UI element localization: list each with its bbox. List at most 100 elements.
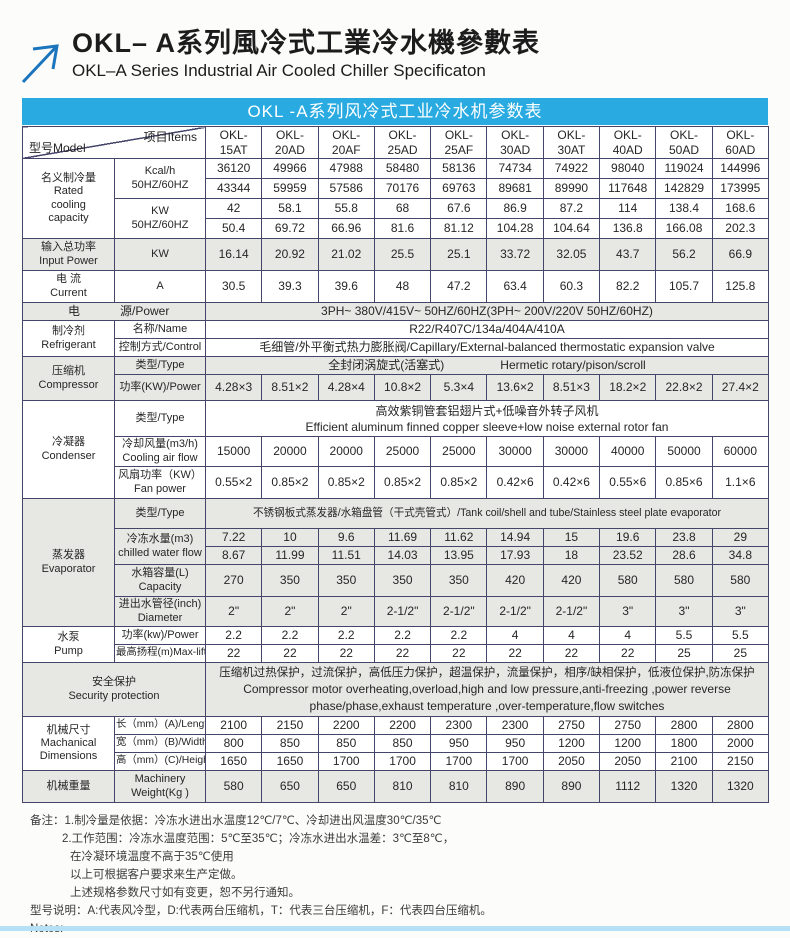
val-cell: 29 [711, 528, 769, 548]
pump-label: 水泵 Pump [22, 626, 115, 664]
val-cell: 11.51 [317, 546, 375, 566]
compressor-label: 压缩机 Compressor [22, 356, 115, 402]
val-cell: 2100 [655, 752, 713, 772]
val-cell: 60.3 [542, 270, 601, 304]
val-cell: 3" [599, 596, 657, 628]
val-cell: 117648 [599, 178, 657, 200]
val-cell: 74922 [542, 158, 601, 180]
val-cell: 2.2 [317, 626, 375, 646]
val-cell: 850 [317, 734, 375, 754]
val-cell: 2300 [486, 716, 544, 736]
val-cell: 270 [204, 564, 263, 598]
val-cell: 39.6 [317, 270, 375, 304]
table-row: 电 源/Power 3PH~ 380V/415V~ 50HZ/60HZ(3PH~ … [22, 302, 769, 322]
val-cell: 850 [373, 734, 432, 754]
val-cell: 13.6×2 [486, 374, 544, 402]
evaporator-label: 蒸发器 Evaporator [22, 498, 115, 628]
evaporator-type-value: 不锈钢板式蒸发器/水箱盘管（干式壳管式）/Tank coil/shell and… [205, 498, 769, 530]
val-cell: 28.6 [655, 546, 713, 566]
val-cell: 25 [655, 644, 713, 664]
val-cell: 5.5 [711, 626, 769, 646]
val-cell: 1112 [599, 770, 657, 804]
val-cell: 81.6 [373, 218, 432, 240]
val-cell: 11.69 [373, 528, 432, 548]
val-cell: 2150 [261, 716, 319, 736]
val-cell: 5.3×4 [430, 374, 488, 402]
val-cell: 8.51×2 [261, 374, 319, 402]
weight-label: 机械重量 [22, 770, 115, 804]
val-cell: 650 [317, 770, 375, 804]
val-cell: 1700 [317, 752, 375, 772]
security-value-cn: 压缩机过热保护，过流保护，高低压力保护，超温保护，流量保护，相序/缺相保护，低液… [219, 666, 755, 679]
val-cell: 23.8 [655, 528, 713, 548]
pump-lift-label: 最高扬程(m)Max-lift [114, 644, 206, 664]
val-cell: 25000 [430, 436, 488, 468]
val-cell: 4 [542, 626, 601, 646]
table-row: 名义制冷量 Rated cooling capacity Kcal/h 50HZ… [22, 158, 769, 240]
condenser-type-value: 高效紫铜管套铝翅片式+低噪音外转子风机 Efficient aluminum f… [205, 400, 769, 438]
val-cell: 0.85×6 [655, 466, 713, 500]
val-cell: 60000 [711, 436, 769, 468]
security-label: 安全保护 Security protection [22, 662, 206, 718]
val-cell: 16.14 [204, 238, 263, 272]
val-cell: 22 [204, 644, 263, 664]
val-cell: 2800 [711, 716, 769, 736]
input-power-label: 输入总功率 Input Power [22, 238, 115, 272]
condenser-type-label: 类型/Type [114, 400, 206, 438]
current-unit: A [114, 270, 206, 304]
table-row: 机械尺寸 Machanical Dimensions 长（mm）(A)/Leng… [22, 716, 769, 772]
val-cell: 1320 [655, 770, 713, 804]
val-cell: 2050 [542, 752, 601, 772]
val-cell: 1200 [599, 734, 657, 754]
table-row: 冷冻水量(m3) chilled water flow 7.22 10 9.6 11.… [23, 528, 769, 566]
val-cell: 125.8 [711, 270, 769, 304]
val-cell: 2-1/2" [430, 596, 488, 628]
input-power-unit: KW [114, 238, 206, 272]
val-cell: 69.72 [261, 218, 319, 240]
page-title-cn: OKL– A系列風冷式工業冷水機參數表 [72, 28, 541, 58]
val-cell: 15 [542, 528, 601, 548]
table-row: 电 流 Current A 30.5 39.3 39.6 48 47.2 63.4 60.3… [22, 270, 769, 304]
val-cell: 580 [655, 564, 713, 598]
model-cell: OKL- 30AD [486, 125, 544, 160]
val-cell: 14.03 [373, 546, 432, 566]
val-cell: 81.12 [430, 218, 488, 240]
val-cell: 10.8×2 [373, 374, 432, 402]
val-cell: 32.05 [542, 238, 601, 272]
val-cell: 86.9 [486, 198, 544, 220]
val-cell: 22 [261, 644, 319, 664]
val-cell: 850 [261, 734, 319, 754]
refrigerant-name-value: R22/R407C/134a/404A/410A [205, 320, 769, 340]
val-cell: 23.52 [599, 546, 657, 566]
power-supply-value: 3PH~ 380V/415V~ 50HZ/60HZ(3PH~ 200V/220V… [205, 302, 769, 322]
val-cell: 950 [430, 734, 488, 754]
val-cell: 2200 [317, 716, 375, 736]
val-cell: 2" [261, 596, 319, 628]
page-title-en: OKL–A Series Industrial Air Cooled Chill… [72, 61, 486, 81]
val-cell: 2" [317, 596, 375, 628]
val-cell: 810 [373, 770, 432, 804]
compressor-type-label: 类型/Type [114, 356, 206, 376]
val-cell: 13.95 [430, 546, 488, 566]
val-cell: 58.1 [261, 198, 319, 220]
table-row: 水泵 Pump 功率(kw)/Power 2.2 2.2 2.2 2.2 2.2 4 4 4 5… [22, 626, 769, 664]
table-row: 水箱容量(L) Capacity 270 350 350 350 350 420 420 58… [23, 564, 769, 598]
val-cell: 136.8 [599, 218, 657, 240]
power-supply-label-cn: 电 [67, 304, 80, 319]
footer-accent-bar [0, 926, 790, 931]
val-cell: 25.1 [430, 238, 488, 272]
model-cell: OKL- 25AF [430, 125, 488, 160]
val-cell: 7.22 [204, 528, 263, 548]
val-cell: 166.08 [655, 218, 713, 240]
val-cell: 30.5 [204, 270, 263, 304]
val-cell: 2750 [599, 716, 657, 736]
model-cell: OKL- 20AF [317, 125, 375, 160]
val-cell: 1650 [204, 752, 263, 772]
security-value-en: Compressor motor overheating,overload,hi… [243, 682, 731, 713]
table-row: 风扇功率（KW） Fan power 0.55×2 0.85×2 0.85×2 0.8… [23, 466, 769, 500]
val-cell: 580 [204, 770, 263, 804]
kcal-label: Kcal/h 50HZ/60HZ [114, 158, 206, 200]
val-cell: 58136 [430, 158, 488, 180]
table-row: 冷凝器 Condenser 类型/Type 高效紫铜管套铝翅片式+低噪音外转子风… [22, 400, 769, 500]
val-cell: 202.3 [711, 218, 769, 240]
